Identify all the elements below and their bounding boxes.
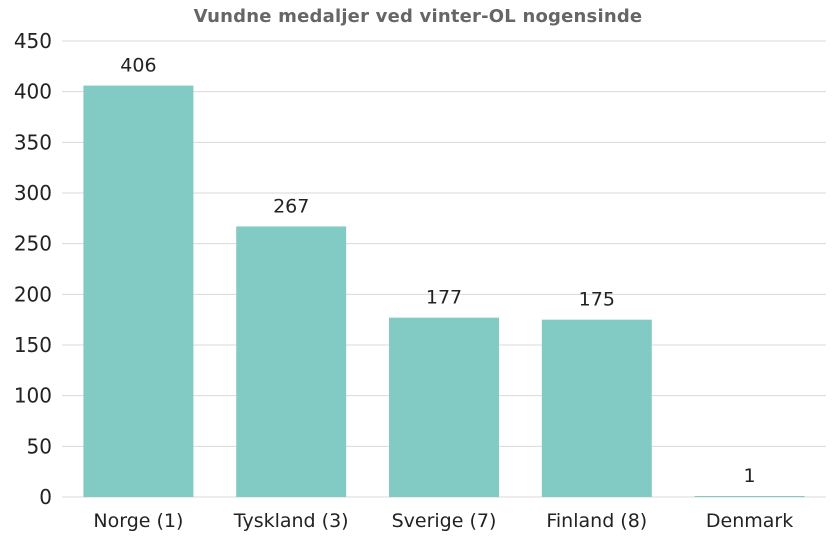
chart-title: Vundne medaljer ved vinter-OL nogensinde xyxy=(193,6,643,27)
data-label-0: 406 xyxy=(120,55,156,77)
x-tick-label-3: Finland (8) xyxy=(546,510,647,532)
y-tick-label-250: 250 xyxy=(14,232,52,256)
data-label-3: 175 xyxy=(579,289,615,311)
y-tick-label-0: 0 xyxy=(39,485,52,509)
x-tick-label-2: Sverige (7) xyxy=(392,510,497,532)
x-tick-label-1: Tyskland (3) xyxy=(233,510,349,532)
data-label-1: 267 xyxy=(273,195,309,217)
x-tick-label-4: Denmark xyxy=(706,510,793,532)
x-tick-label-0: Norge (1) xyxy=(93,510,183,532)
y-tick-label-350: 350 xyxy=(14,130,52,154)
bar-3 xyxy=(541,319,652,497)
y-tick-label-100: 100 xyxy=(14,384,52,408)
y-tick-label-300: 300 xyxy=(14,181,52,205)
y-tick-label-400: 400 xyxy=(14,80,52,104)
bar-2 xyxy=(389,317,499,497)
y-tick-label-150: 150 xyxy=(14,333,52,357)
bar-4 xyxy=(694,495,805,497)
bar-1 xyxy=(236,226,347,497)
data-label-2: 177 xyxy=(426,287,462,309)
y-tick-label-450: 450 xyxy=(14,29,52,53)
y-tick-label-50: 50 xyxy=(27,434,52,458)
y-tick-label-200: 200 xyxy=(14,282,52,306)
bar-0 xyxy=(83,85,194,497)
data-label-4: 1 xyxy=(744,465,756,487)
